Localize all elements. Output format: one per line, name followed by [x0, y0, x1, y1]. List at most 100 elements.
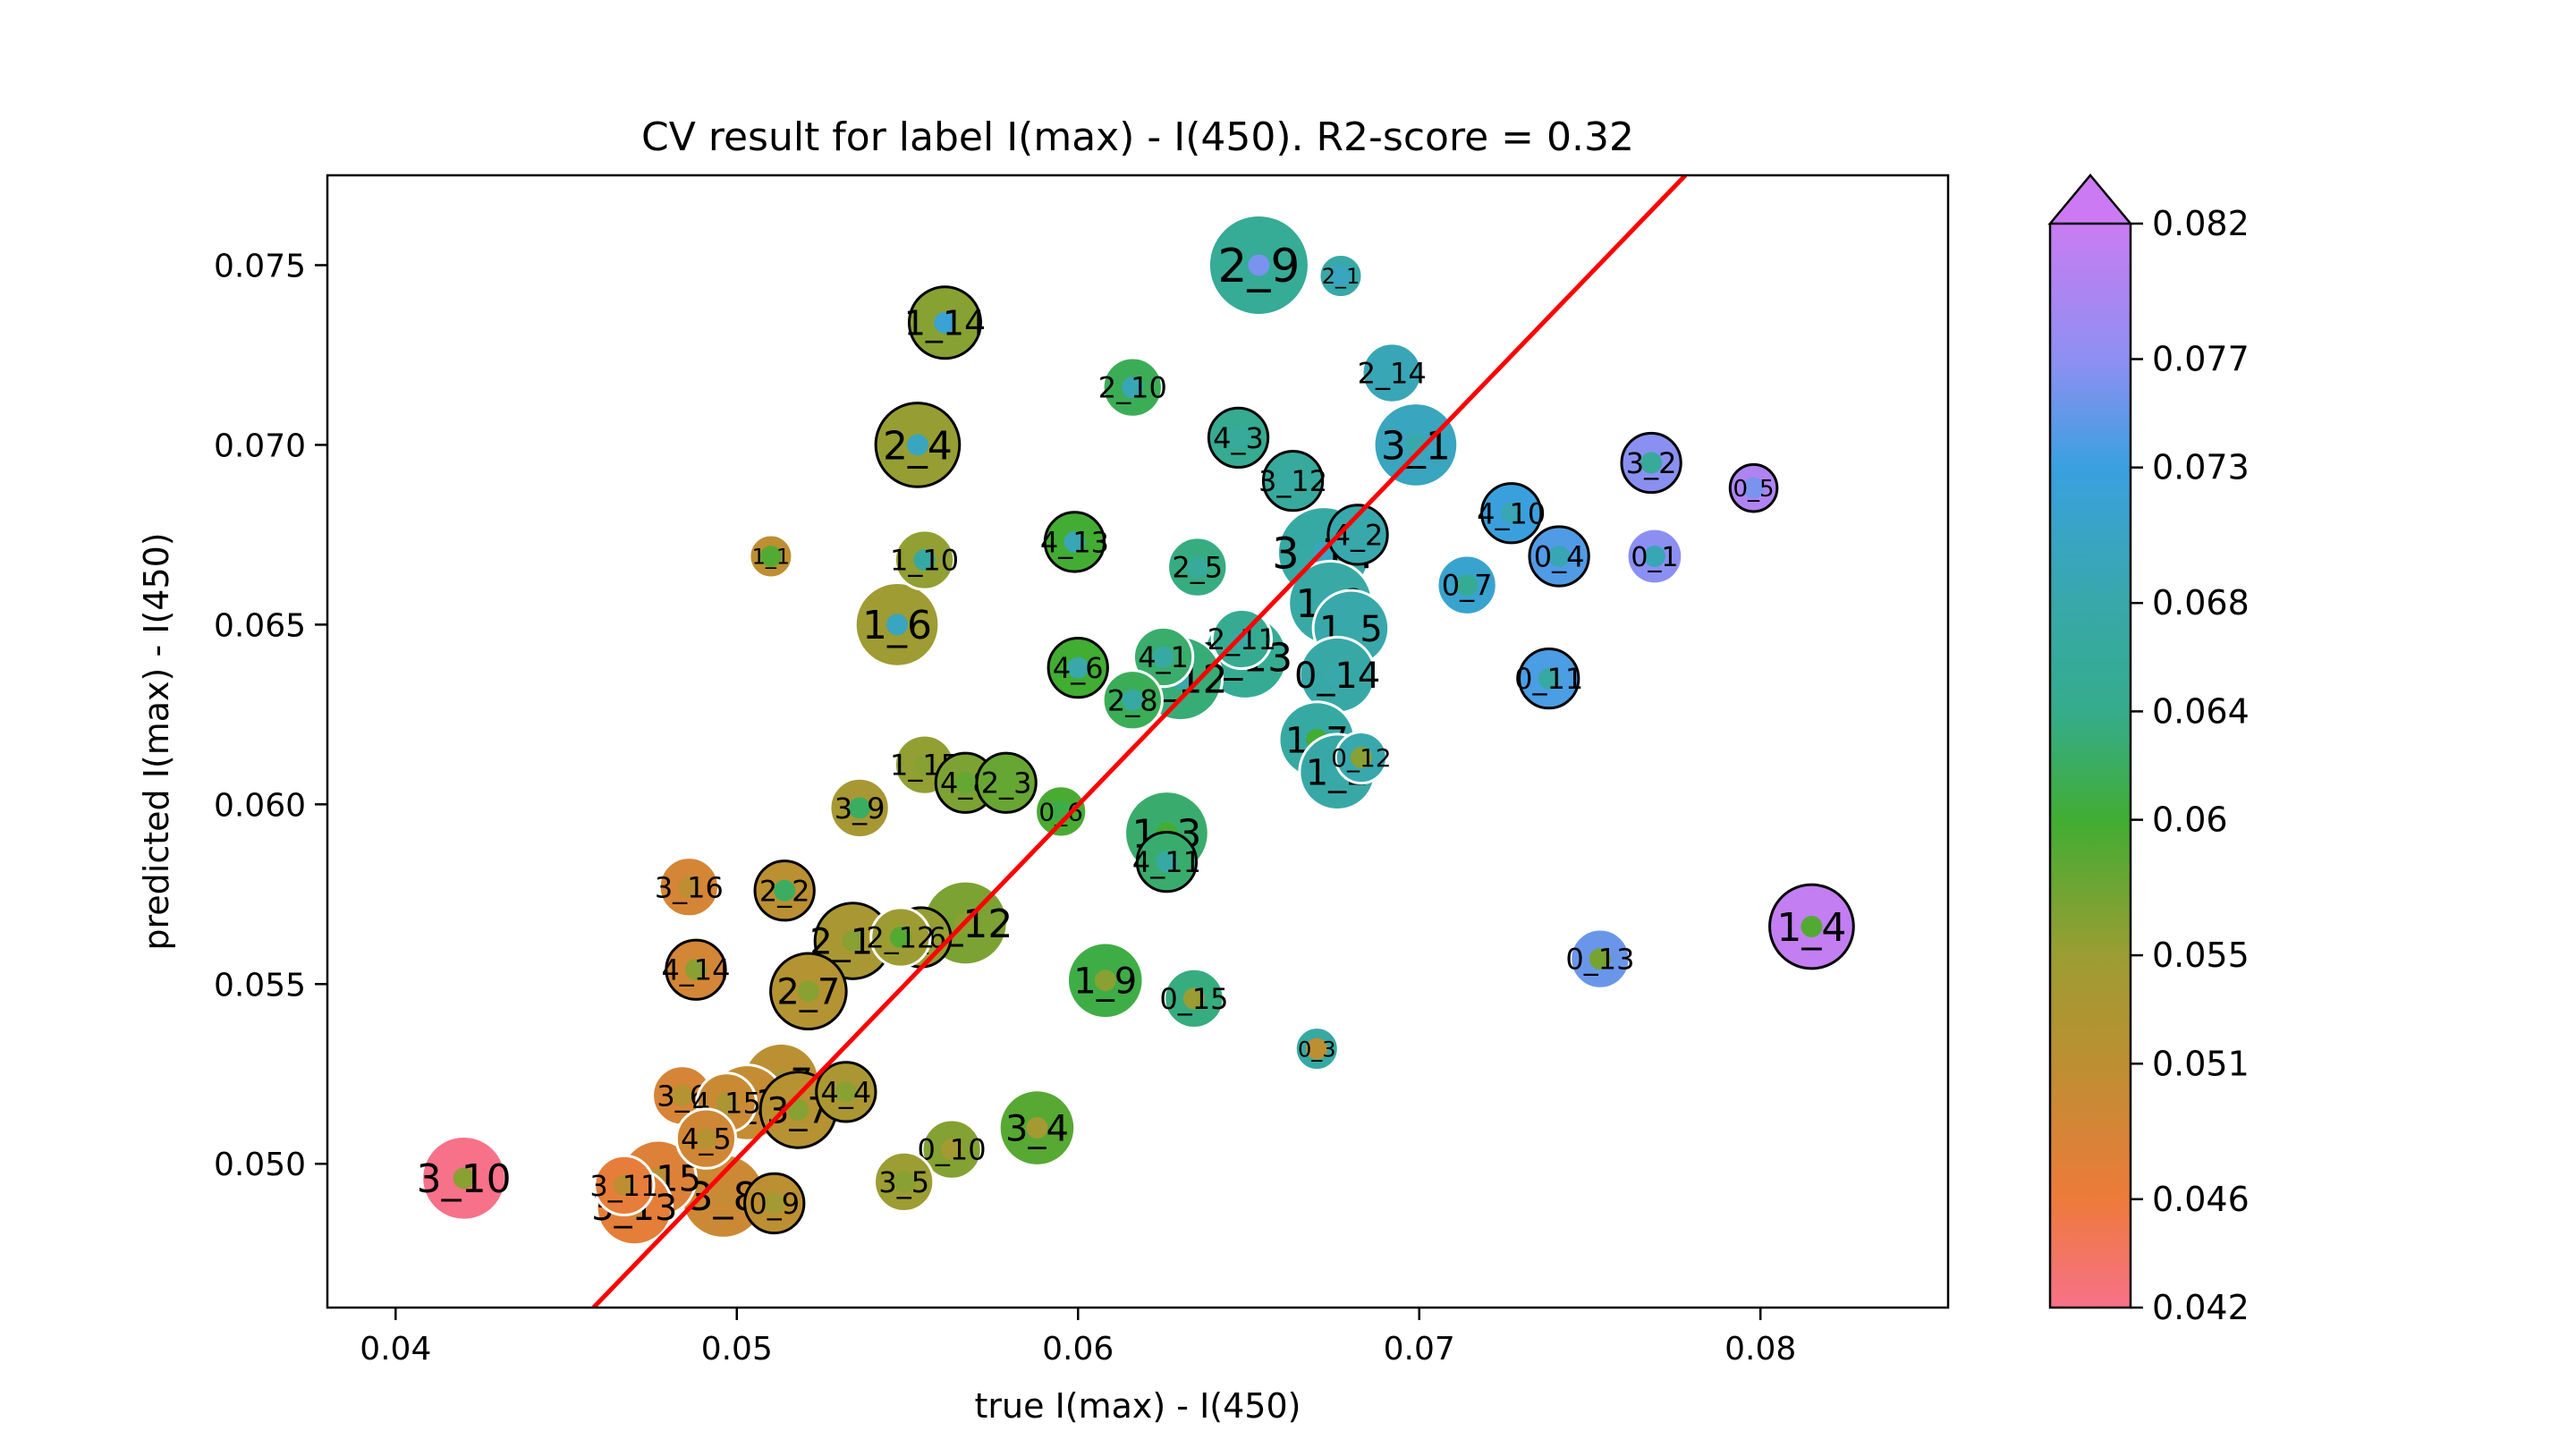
plot-frame — [326, 174, 1950, 1309]
data-point: 0_7 — [1436, 554, 1498, 616]
point-prediction-dot — [712, 1185, 734, 1207]
point-prediction-dot — [1231, 628, 1253, 650]
point-label: 2_14 — [1358, 357, 1427, 391]
x-tick-label: 0.05 — [701, 1331, 773, 1368]
point-label: 2_12 — [866, 921, 935, 955]
data-point: 0_11 — [1514, 648, 1583, 710]
point-label: 0_13 — [1565, 943, 1634, 977]
point-prediction-dot — [1643, 546, 1665, 568]
data-point: 3_9 — [828, 776, 891, 839]
x-tick-label: 0.07 — [1384, 1331, 1455, 1368]
point-prediction-dot — [1589, 948, 1611, 970]
data-point: 3_1 — [1372, 402, 1460, 488]
y-tick-label: 0.065 — [214, 607, 306, 644]
point-label: 4_3 — [1213, 421, 1264, 455]
point-prediction-dot — [842, 930, 864, 953]
point-label: 4_5 — [681, 1122, 732, 1156]
point-label: 1_4 — [1776, 905, 1846, 951]
data-point: 1_10 — [890, 529, 959, 591]
data-point: 1_14 — [904, 285, 986, 360]
data-point: 2_5 — [1166, 536, 1229, 598]
point-prediction-dot — [1152, 646, 1174, 668]
x-axis-ticks: 0.04 0.05 0.06 0.07 0.08 — [360, 1308, 1796, 1368]
point-prediction-dot — [453, 1167, 475, 1190]
point-label: 3_10 — [417, 1156, 512, 1202]
point-prediction-dot — [797, 980, 819, 1003]
point-prediction-dot — [893, 1171, 915, 1193]
point-label: 2_9 — [1217, 240, 1300, 293]
data-point: 3_10 — [417, 1134, 512, 1222]
colorbar-tick-label: 0.068 — [2152, 583, 2250, 622]
point-label: 2_7 — [776, 972, 840, 1013]
data-point: 0_3 — [1293, 1026, 1340, 1072]
point-prediction-dot — [1248, 254, 1270, 276]
colorbar-tick-label: 0.06 — [2152, 800, 2228, 840]
point-label: 3_4 — [1005, 1108, 1069, 1149]
point-prediction-dot — [941, 1139, 963, 1161]
point-label: 2_10 — [1098, 371, 1167, 405]
point-label: 1_1 — [752, 545, 791, 570]
data-point: 2_3 — [975, 751, 1038, 814]
point-label: 3_11 — [589, 1169, 658, 1203]
point-label: 0_7 — [1442, 569, 1493, 603]
data-point: 2_12 — [866, 906, 935, 969]
point-label: 2_11 — [1208, 622, 1276, 656]
y-tick-label: 0.075 — [214, 248, 306, 284]
point-label: 3_12 — [1258, 464, 1327, 498]
data-point: 4_10 — [1477, 482, 1546, 545]
point-prediction-dot — [759, 546, 782, 568]
point-prediction-dot — [774, 879, 796, 902]
point-label: 2_2 — [759, 874, 810, 908]
colorbar-outline — [2048, 224, 2132, 1309]
y-tick-label: 0.050 — [214, 1147, 306, 1183]
point-prediction-dot — [1063, 530, 1086, 553]
data-point: 2_1 — [1318, 253, 1364, 300]
point-prediction-dot — [934, 311, 956, 334]
data-point: 3_16 — [655, 856, 724, 919]
point-prediction-dot — [763, 1192, 785, 1215]
point-prediction-dot — [1186, 556, 1208, 579]
y-axis-label: predicted I(max) - I(450) — [137, 532, 176, 950]
point-label: 0_1 — [1631, 542, 1678, 573]
point-prediction-dot — [1227, 427, 1250, 449]
point-label: 0_9 — [749, 1187, 800, 1221]
point-label: 4_6 — [1053, 651, 1104, 685]
point-prediction-dot — [1456, 574, 1479, 597]
point-label: 0_3 — [1298, 1037, 1336, 1062]
point-prediction-dot — [1067, 656, 1089, 679]
data-point: 0_10 — [918, 1118, 987, 1181]
data-point: 2_2 — [753, 859, 816, 922]
point-label: 3_5 — [878, 1165, 929, 1199]
point-prediction-dot — [1329, 265, 1352, 287]
point-prediction-dot — [1801, 915, 1823, 937]
y-axis-ticks: 0.050 0.055 0.060 0.065 0.070 0.075 — [214, 248, 327, 1183]
point-label: 4_14 — [661, 953, 730, 987]
colorbar-tick-label: 0.051 — [2152, 1044, 2250, 1083]
point-prediction-dot — [671, 1084, 693, 1106]
point-label: 1_6 — [862, 603, 932, 648]
colorbar-tick-label: 0.082 — [2152, 204, 2250, 243]
colorbar-tick-label: 0.042 — [2152, 1288, 2250, 1327]
point-label: 0_4 — [1534, 540, 1585, 574]
x-tick-label: 0.06 — [1042, 1331, 1114, 1368]
data-point: 0_4 — [1528, 525, 1590, 588]
data-point: 0_1 — [1625, 527, 1684, 586]
point-prediction-dot — [1742, 477, 1765, 499]
data-point: 2_10 — [1098, 356, 1167, 419]
point-prediction-dot — [1122, 689, 1144, 711]
data-point: 4_4 — [815, 1061, 877, 1123]
scatter-points: 2_93_142_43_11_81_62_134_121_31_121_43_1… — [417, 213, 1855, 1247]
colorbar: 0.042 0.046 0.051 0.055 0.06 0.064 0.068 0.073 0… — [2047, 174, 2250, 1327]
data-point: 0_9 — [743, 1172, 806, 1235]
point-prediction-dot — [1538, 667, 1560, 690]
point-label: 0_10 — [918, 1133, 987, 1167]
data-point: 4_14 — [661, 938, 731, 1001]
chart-title: CV result for label I(max) - I(450). R2-… — [641, 114, 1634, 160]
data-point: 3_5 — [873, 1150, 936, 1213]
colorbar-tick-label: 0.064 — [2152, 691, 2250, 731]
x-tick-label: 0.08 — [1724, 1331, 1796, 1368]
data-point: 1_6 — [853, 581, 941, 668]
plot-area: 2_93_142_43_11_81_62_134_121_31_121_43_1… — [417, 175, 1855, 1308]
point-prediction-dot — [913, 754, 936, 776]
point-label: 3_9 — [835, 792, 886, 826]
